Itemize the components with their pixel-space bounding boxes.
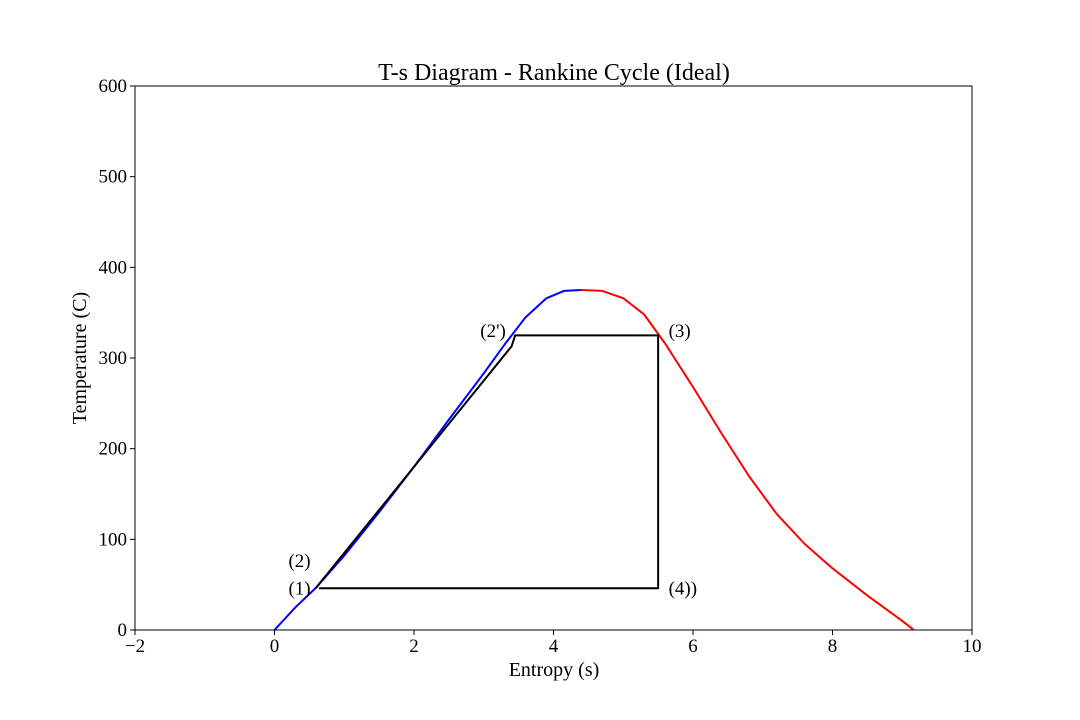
x-tick-label: 10: [963, 636, 982, 657]
state-point-label: (2): [288, 551, 310, 572]
x-tick-label: 8: [828, 636, 838, 657]
x-axis-label: Entropy (s): [509, 659, 600, 681]
y-tick-label: 200: [99, 439, 128, 460]
y-tick-label: 600: [99, 76, 128, 97]
x-tick-label: 0: [270, 636, 280, 657]
state-point-label: (1): [288, 578, 310, 599]
x-tick-label: −2: [125, 636, 145, 657]
y-tick-label: 400: [99, 257, 128, 278]
y-tick-label: 500: [99, 167, 128, 188]
state-point-label: (4)): [669, 578, 697, 599]
x-tick-label: 4: [549, 636, 559, 657]
chart-title: T-s Diagram - Rankine Cycle (Ideal): [378, 60, 730, 86]
state-point-label: (2'): [480, 321, 506, 342]
y-tick-label: 0: [118, 620, 128, 641]
series-line-1: [580, 289, 914, 631]
y-tick-label: 300: [99, 348, 128, 369]
state-point-label: (3): [669, 321, 691, 342]
x-tick-label: 2: [409, 636, 419, 657]
series-line-2: [315, 334, 660, 590]
series-line-0: [273, 289, 583, 631]
x-tick-label: 6: [688, 636, 698, 657]
plot-frame: [134, 85, 973, 631]
y-tick-label: 100: [99, 529, 128, 550]
y-axis-label: Temperature (C): [69, 292, 91, 424]
